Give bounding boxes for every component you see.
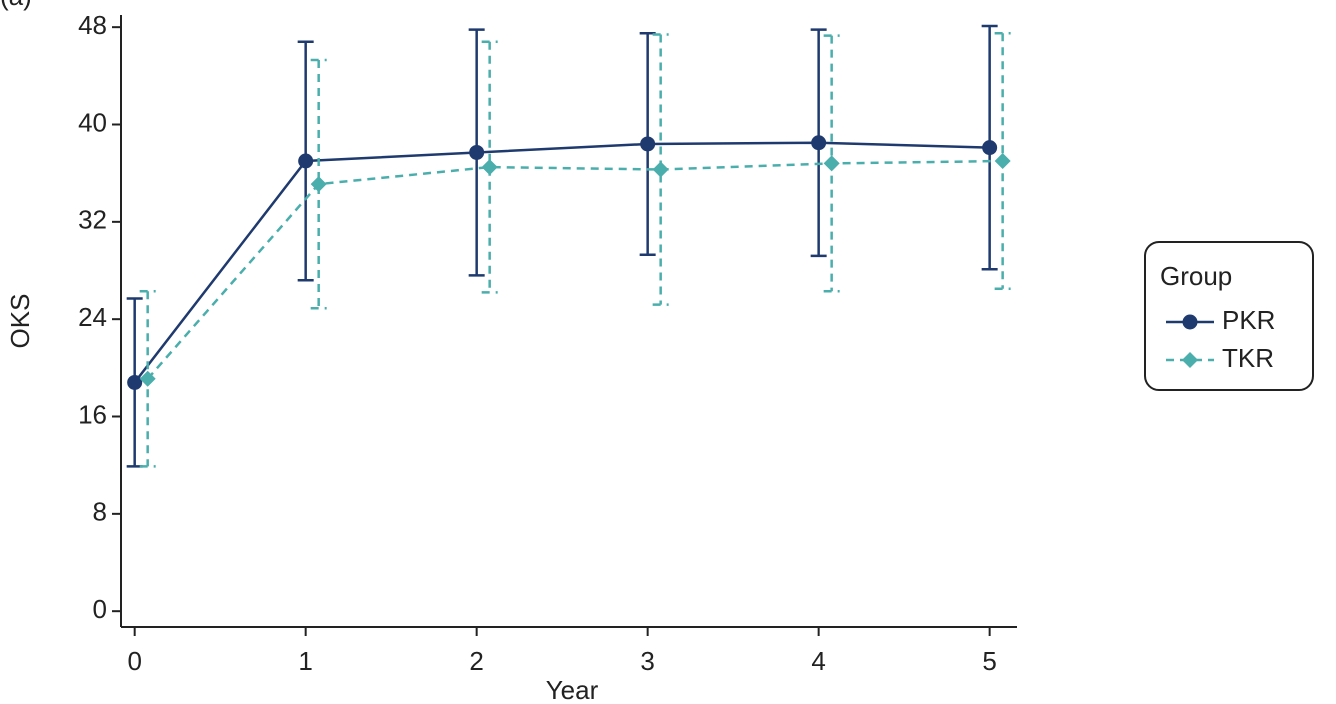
- y-tick-label: 24: [78, 302, 107, 332]
- legend-label: PKR: [1222, 305, 1275, 335]
- y-tick-label: 8: [93, 497, 107, 527]
- y-tick-label: 32: [78, 205, 107, 235]
- x-tick-label: 2: [469, 646, 483, 676]
- error-bar: [652, 33, 669, 306]
- point: [652, 161, 669, 178]
- x-axis-label: Year: [546, 675, 599, 704]
- y-tick-label: 0: [93, 594, 107, 624]
- y-tick-label: 40: [78, 107, 107, 137]
- point: [139, 370, 156, 387]
- point: [298, 153, 314, 169]
- point: [823, 155, 840, 172]
- panel-label: (a): [0, 0, 32, 11]
- x-tick-label: 5: [982, 646, 996, 676]
- y-axis-label: OKS: [5, 294, 35, 349]
- legend-marker: [1182, 314, 1198, 330]
- error-bar: [481, 40, 498, 294]
- point: [481, 159, 498, 176]
- point: [469, 144, 485, 160]
- legend-marker: [1182, 352, 1198, 368]
- y-tick-label: 48: [78, 10, 107, 40]
- point: [127, 374, 143, 390]
- x-tick-label: 0: [127, 646, 141, 676]
- point: [310, 176, 327, 193]
- y-tick-label: 16: [78, 399, 107, 429]
- legend-label: TKR: [1222, 343, 1274, 373]
- legend-box: [1144, 241, 1314, 391]
- error-bar: [310, 58, 327, 310]
- point: [640, 136, 656, 152]
- point: [811, 135, 827, 151]
- point: [994, 153, 1011, 170]
- series-line: [146, 159, 1003, 380]
- series-line: [133, 141, 990, 384]
- point: [982, 140, 998, 156]
- x-tick-label: 4: [811, 646, 825, 676]
- legend-title: Group: [1160, 261, 1232, 291]
- x-tick-label: 3: [640, 646, 654, 676]
- x-tick-label: 1: [298, 646, 312, 676]
